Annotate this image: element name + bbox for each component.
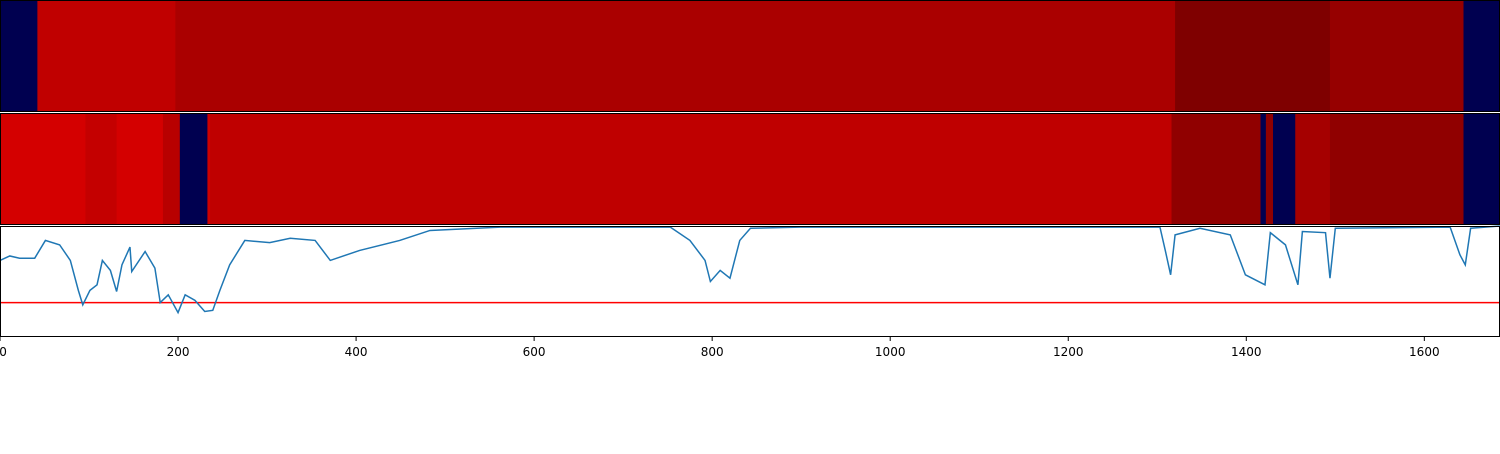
heatmap-cell bbox=[175, 0, 1176, 112]
x-tick-label: 1600 bbox=[1409, 345, 1440, 359]
heatmap-cell bbox=[0, 113, 86, 225]
x-tick-label: 1400 bbox=[1231, 345, 1262, 359]
heatmap-cell bbox=[1265, 113, 1274, 225]
heatmap-cell bbox=[0, 0, 38, 112]
x-tick-label: 800 bbox=[701, 345, 724, 359]
x-tick-label: 1000 bbox=[875, 345, 906, 359]
heatmap-cell bbox=[1272, 113, 1296, 225]
heatmap-cell bbox=[116, 113, 164, 225]
heatmap-cell bbox=[1329, 113, 1465, 225]
x-tick-label: 1200 bbox=[1053, 345, 1084, 359]
heatmap-cell bbox=[210, 113, 1173, 225]
panel-frame bbox=[0, 226, 1500, 337]
heatmap-cell bbox=[1463, 0, 1500, 112]
heatmap-cell bbox=[1329, 0, 1465, 112]
heatmap-cell bbox=[1175, 0, 1331, 112]
x-tick-label: 600 bbox=[523, 345, 546, 359]
heatmap-cell bbox=[207, 113, 211, 225]
heatmap-cell bbox=[1295, 113, 1331, 225]
heatmap-cell bbox=[37, 0, 176, 112]
heatmap-cell bbox=[1260, 113, 1267, 225]
x-tick-label: 400 bbox=[345, 345, 368, 359]
x-tick-label: 200 bbox=[167, 345, 190, 359]
heatmap-cell bbox=[162, 113, 181, 225]
heatmap-cell bbox=[85, 113, 118, 225]
x-tick-label: 0 bbox=[0, 345, 7, 359]
heatmap-cell bbox=[1171, 113, 1262, 225]
data-line bbox=[0, 225, 1500, 315]
heatmap-cell bbox=[179, 113, 208, 225]
heatmap-cell bbox=[1463, 113, 1500, 225]
